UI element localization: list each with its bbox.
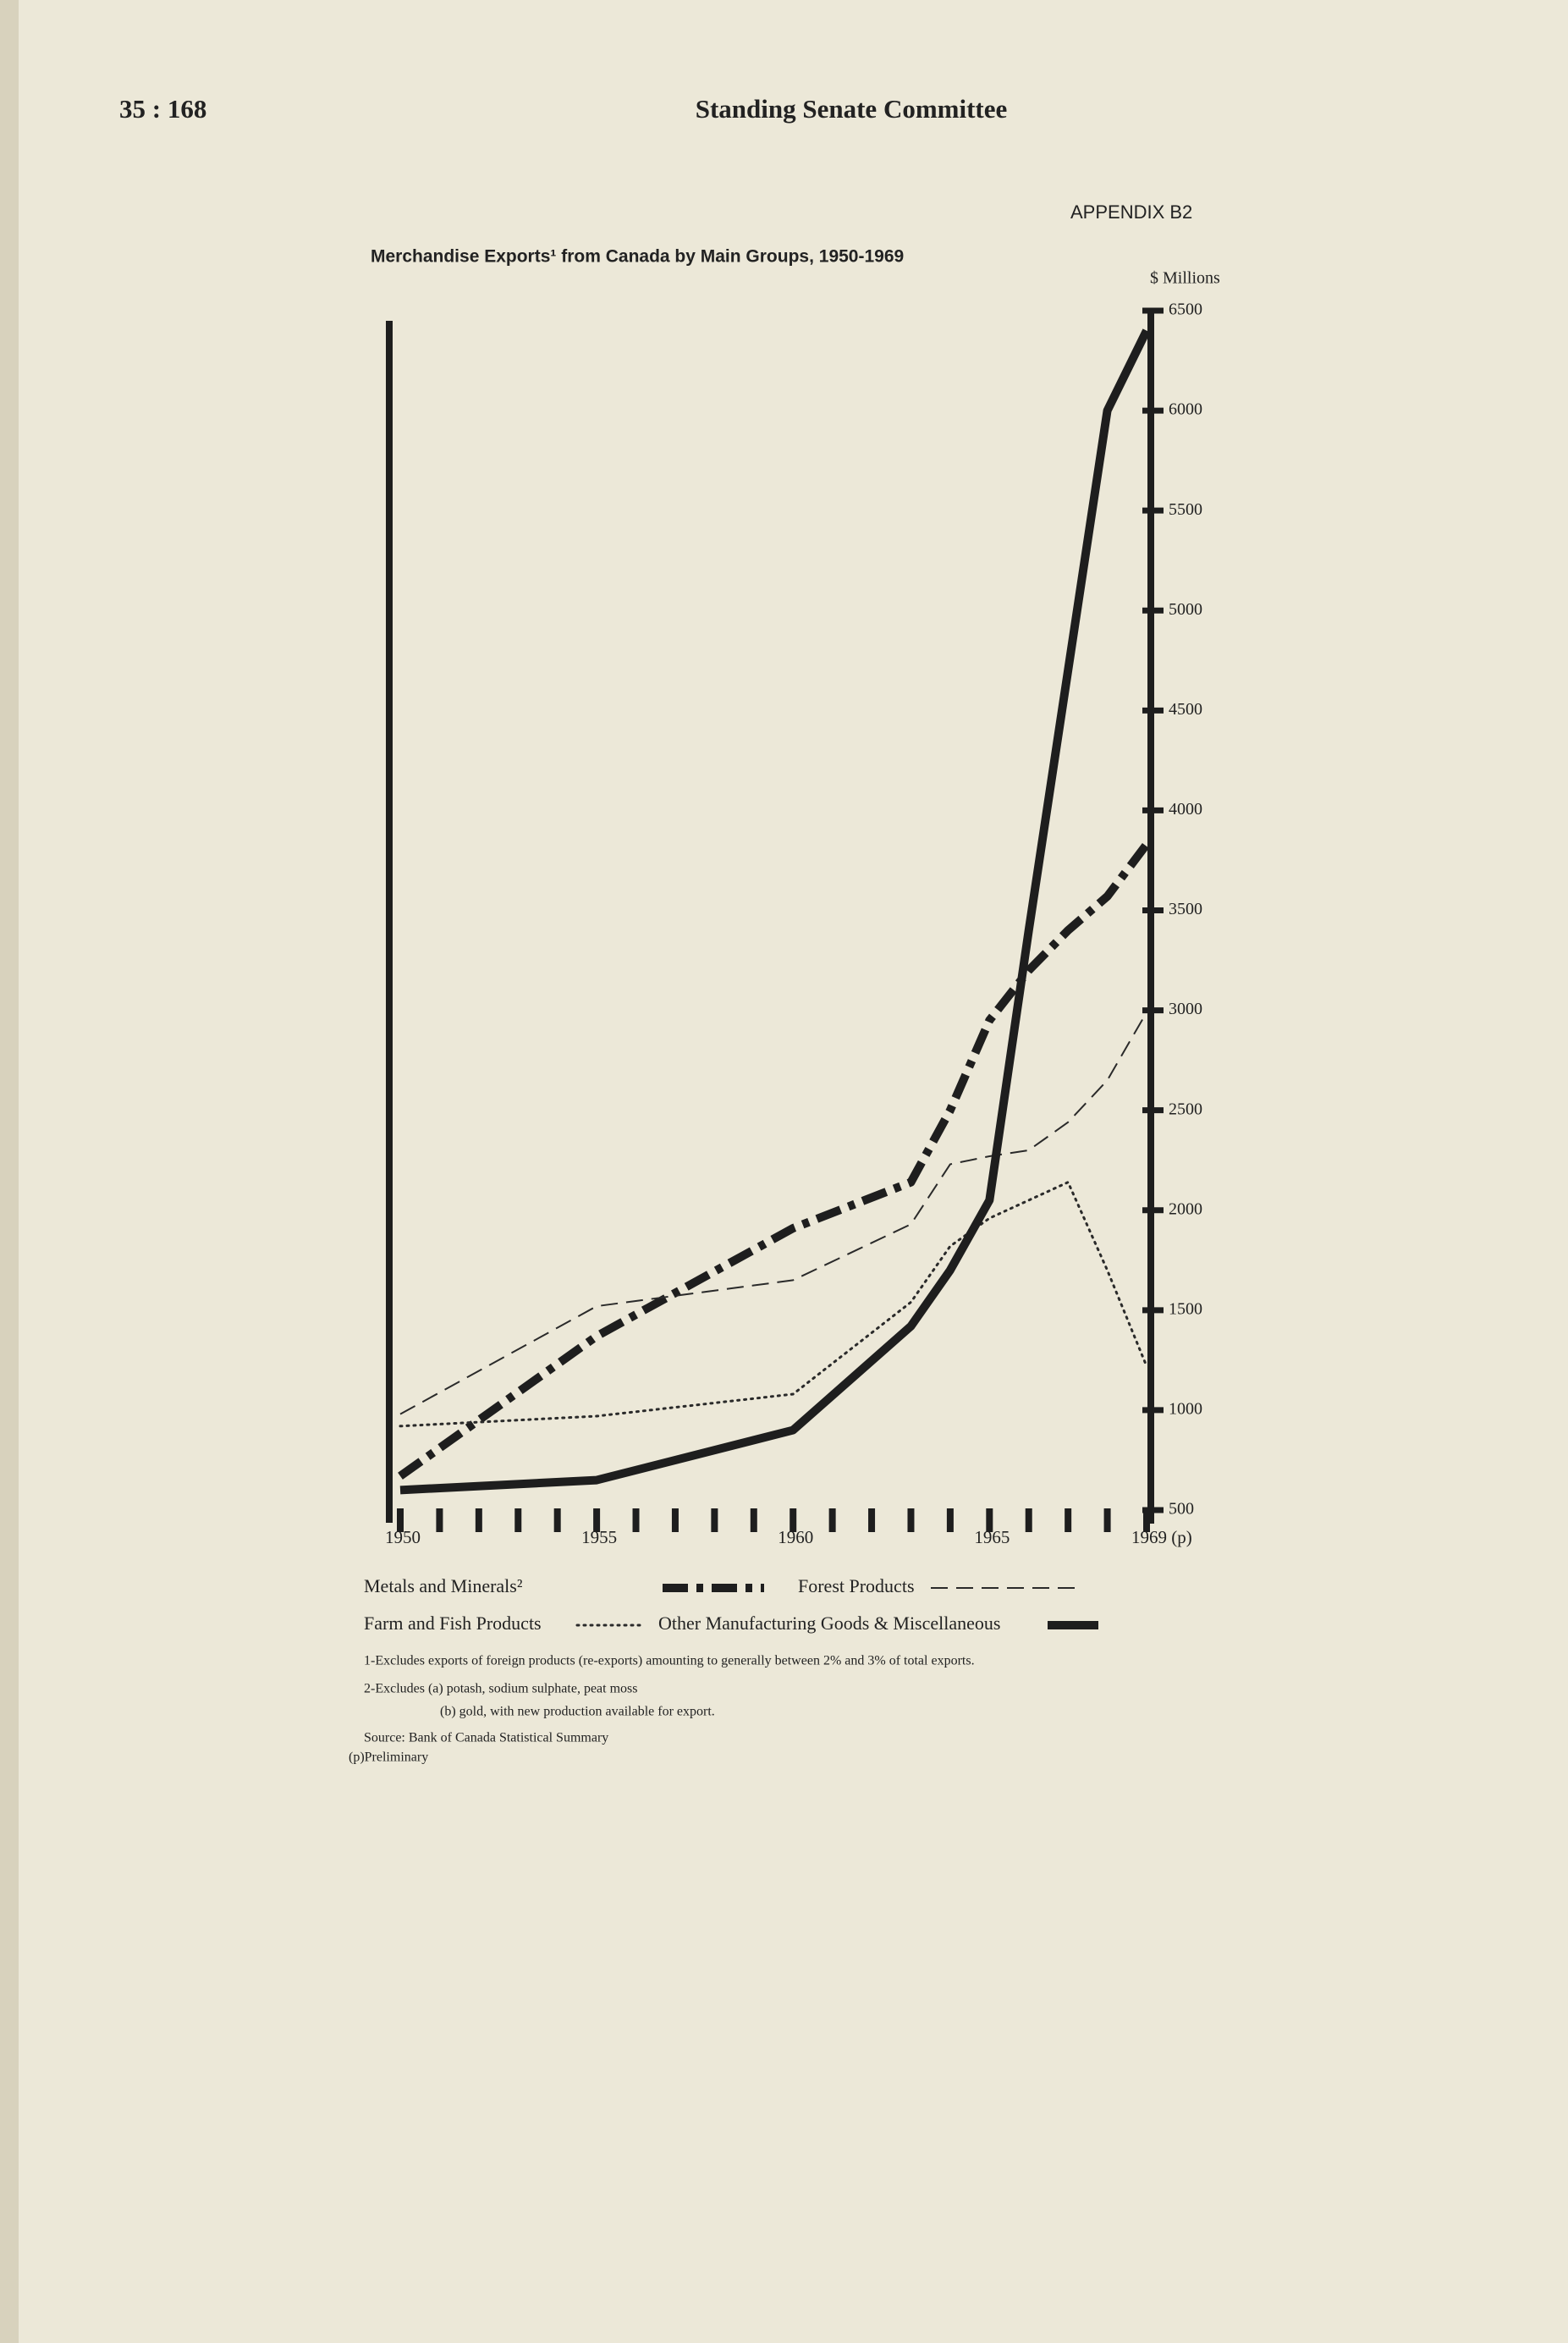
year-marker xyxy=(986,1508,993,1532)
y-tick-label: 3500 xyxy=(1169,900,1202,918)
year-marker xyxy=(553,1508,561,1532)
legend: Metals and Minerals² Forest Products Far… xyxy=(364,1575,1000,1634)
footnote: 2-Excludes (a) potash, sodium sulphate, … xyxy=(364,1682,638,1696)
year-marker xyxy=(1143,1508,1150,1532)
legend-label: Other Manufacturing Goods & Miscellaneou… xyxy=(658,1613,1000,1634)
source: Source: Bank of Canada Statistical Summa… xyxy=(364,1731,608,1745)
series-line xyxy=(399,328,1151,1495)
series-line xyxy=(399,1181,1148,1428)
footnote: (b) gold, with new production available … xyxy=(440,1705,715,1719)
year-marker xyxy=(671,1508,679,1532)
year-marker xyxy=(790,1508,797,1532)
y-tick-label: 5000 xyxy=(1169,600,1202,619)
legend-label: Farm and Fish Products xyxy=(364,1613,542,1634)
year-marker xyxy=(1103,1508,1111,1532)
year-marker xyxy=(1025,1508,1032,1532)
y-tick-label: 3000 xyxy=(1169,1000,1202,1018)
y-tick-label: 2000 xyxy=(1169,1199,1202,1218)
year-marker xyxy=(475,1508,482,1532)
x-tick-label: 1960 xyxy=(778,1527,813,1547)
page-title: Standing Senate Committee xyxy=(696,94,1008,124)
legend-label: Forest Products xyxy=(798,1575,915,1596)
appendix-label: APPENDIX B2 xyxy=(1070,201,1192,223)
footnotes: 1-Excludes exports of foreign products (… xyxy=(349,1654,975,1765)
x-tick-label: 1955 xyxy=(581,1527,617,1547)
y-tick-label: 5500 xyxy=(1169,500,1202,519)
y-tick-label: 6500 xyxy=(1169,300,1202,319)
y-tick-label: 1000 xyxy=(1169,1400,1202,1419)
y-axis-label: $ Millions xyxy=(1150,269,1220,288)
year-marker xyxy=(593,1508,601,1532)
year-marker xyxy=(436,1508,443,1532)
y-tick-label: 6000 xyxy=(1169,400,1202,419)
page-number: 35 : 168 xyxy=(119,94,206,124)
year-marker xyxy=(1065,1508,1072,1532)
series-line xyxy=(399,1012,1147,1415)
year-marker xyxy=(828,1508,836,1532)
y-tick-label: 4000 xyxy=(1169,800,1202,819)
y-tick-label: 500 xyxy=(1169,1500,1194,1519)
year-marker xyxy=(514,1508,522,1532)
x-tick-label: 1969 (p) xyxy=(1131,1527,1192,1547)
left-frame xyxy=(386,321,393,1523)
y-tick-label: 1500 xyxy=(1169,1299,1202,1318)
footnote: 1-Excludes exports of foreign products (… xyxy=(364,1654,975,1668)
y-tick-label: 2500 xyxy=(1169,1100,1202,1118)
year-marker xyxy=(750,1508,757,1532)
series-line xyxy=(398,841,1150,1480)
year-marker xyxy=(868,1508,876,1532)
y-tick-label: 4500 xyxy=(1169,700,1202,719)
chart-title: Merchandise Exports¹ from Canada by Main… xyxy=(371,247,904,267)
year-marker xyxy=(711,1508,718,1532)
year-marker xyxy=(946,1508,954,1532)
legend-label: Metals and Minerals² xyxy=(364,1575,523,1596)
page-edge xyxy=(0,0,19,2343)
x-tick-label: 1965 xyxy=(974,1527,1010,1547)
year-marker xyxy=(907,1508,915,1532)
preliminary-note: (p)Preliminary xyxy=(349,1750,428,1765)
year-marker xyxy=(632,1508,640,1532)
year-marker xyxy=(397,1508,404,1532)
x-tick-label: 1950 xyxy=(385,1527,421,1547)
